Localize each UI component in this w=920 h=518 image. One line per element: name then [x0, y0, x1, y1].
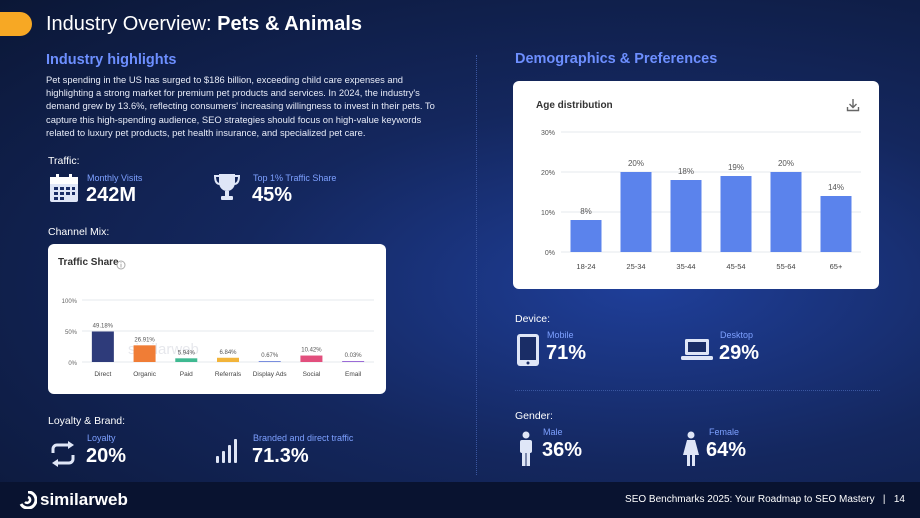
bar-age-18-24 — [570, 220, 602, 252]
x-tick-label: 35-44 — [676, 262, 695, 271]
trophy-icon — [213, 172, 241, 207]
bar-display-ads — [258, 361, 281, 362]
male-label: Male — [543, 427, 563, 437]
age-distribution-title: Age distribution — [536, 100, 613, 111]
data-label: 18% — [678, 167, 694, 176]
bar-age-25-34 — [620, 172, 652, 252]
female-label: Female — [709, 427, 740, 437]
data-label: 10.42% — [301, 348, 322, 354]
info-icon[interactable] — [116, 257, 126, 275]
branded-direct-label: Branded and direct traffic — [253, 433, 354, 443]
traffic-label: Traffic: — [48, 155, 80, 167]
y-tick-label: 20% — [541, 170, 555, 177]
gender-label: Gender: — [515, 410, 553, 422]
data-label: 6.84% — [219, 350, 237, 356]
loyalty-brand-label: Loyalty & Brand: — [48, 415, 126, 427]
bar-growth-icon — [215, 438, 239, 469]
y-tick-label: 100% — [62, 299, 78, 305]
data-label: 8% — [580, 207, 592, 216]
x-tick-label: 45-54 — [726, 262, 745, 271]
channel-mix-label: Channel Mix: — [48, 226, 110, 238]
data-label: 49.18% — [93, 324, 114, 330]
accent-bar — [0, 12, 32, 36]
highlights-text: Pet spending in the US has surged to $18… — [46, 74, 435, 138]
traffic-share-value: 45% — [252, 184, 293, 206]
mobile-label: Mobile — [547, 330, 574, 340]
data-label: 20% — [778, 159, 794, 168]
data-label: 20% — [628, 159, 644, 168]
footer-text: SEO Benchmarks 2025: Your Roadmap to SEO… — [625, 494, 905, 505]
x-tick-label: 25-34 — [626, 262, 645, 271]
y-tick-label: 0% — [68, 361, 77, 367]
desktop-label: Desktop — [720, 330, 754, 340]
industry-highlights-title: Industry highlights — [46, 52, 177, 68]
data-label: 5.94% — [178, 350, 196, 356]
data-label: 14% — [828, 183, 844, 192]
bar-age-45-54 — [720, 176, 752, 252]
x-tick-label: Paid — [180, 371, 193, 378]
x-tick-label: Referrals — [215, 371, 242, 378]
age-distribution-chart: 0% 10% 20% 30% 8% 18-24 20% 25-34 18% 35-44 19% 45-… — [541, 130, 861, 271]
data-label: 26.91% — [134, 337, 155, 343]
desktop-value: 29% — [719, 342, 760, 364]
bar-social — [300, 355, 323, 362]
bar-age-65plus — [820, 196, 852, 252]
demographics-title: Demographics & Preferences — [515, 51, 718, 67]
x-tick-label: 55-64 — [776, 262, 795, 271]
traffic-share-label: Top 1% Traffic Share — [253, 173, 337, 183]
age-distribution-card: Age distribution 0% 10% 20% 30% 8% 18-24 20% 25… — [513, 81, 879, 289]
y-tick-label: 10% — [541, 210, 555, 217]
female-icon — [682, 431, 700, 472]
male-value: 36% — [542, 439, 583, 461]
monthly-visits-value: 242M — [86, 184, 137, 206]
footer — [0, 482, 920, 518]
bar-organic — [133, 345, 156, 362]
x-tick-label: Direct — [94, 371, 111, 378]
x-tick-label: 18-24 — [576, 262, 595, 271]
bar-direct — [91, 331, 114, 362]
bar-age-55-64 — [770, 172, 802, 252]
x-tick-label: 65+ — [830, 262, 843, 271]
data-label: 0.03% — [345, 353, 363, 359]
y-tick-label: 50% — [65, 330, 78, 336]
y-tick-label: 30% — [541, 130, 555, 137]
monthly-visits-label: Monthly Visits — [87, 173, 143, 183]
y-tick-label: 0% — [545, 250, 555, 257]
mobile-value: 71% — [546, 342, 587, 364]
download-icon[interactable] — [846, 98, 860, 117]
traffic-share-title: Traffic Share — [58, 257, 119, 268]
bar-referrals — [217, 357, 239, 362]
bar-age-35-44 — [670, 180, 702, 252]
mobile-phone-icon — [516, 333, 540, 372]
loyalty-value: 20% — [86, 445, 127, 467]
loyalty-sub-label: Loyalty — [87, 433, 116, 443]
device-label: Device: — [515, 313, 551, 325]
data-label: 0.67% — [261, 353, 279, 359]
branded-direct-value: 71.3% — [252, 445, 309, 467]
x-tick-label: Social — [303, 371, 321, 378]
page-title: Industry Overview: Pets & Animals — [46, 13, 363, 35]
brand-name: similarweb — [40, 490, 128, 509]
data-label: 19% — [728, 163, 744, 172]
traffic-share-card: Traffic Share similarweb 0% 50% 100% 49.18%… — [48, 244, 386, 394]
bar-email — [342, 361, 365, 362]
laptop-icon — [681, 338, 713, 367]
column-divider — [476, 55, 477, 475]
calendar-icon — [48, 172, 80, 209]
loop-arrows-icon — [49, 441, 77, 472]
female-value: 64% — [706, 439, 747, 461]
x-tick-label: Display Ads — [253, 371, 288, 378]
x-tick-label: Organic — [133, 371, 157, 378]
row-divider — [515, 390, 880, 391]
similarweb-logo-icon — [19, 490, 38, 514]
bar-paid — [175, 358, 198, 362]
traffic-share-chart: similarweb 0%50%100%49.18%Direct26.91%Or… — [62, 299, 374, 378]
x-tick-label: Email — [345, 371, 362, 378]
male-icon — [518, 431, 534, 472]
